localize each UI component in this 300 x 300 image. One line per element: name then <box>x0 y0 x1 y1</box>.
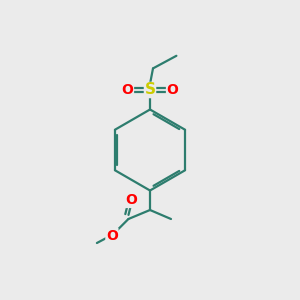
Text: O: O <box>122 83 134 97</box>
Text: O: O <box>125 194 137 207</box>
Text: O: O <box>106 229 118 242</box>
Text: S: S <box>145 82 155 98</box>
Text: O: O <box>167 83 178 97</box>
